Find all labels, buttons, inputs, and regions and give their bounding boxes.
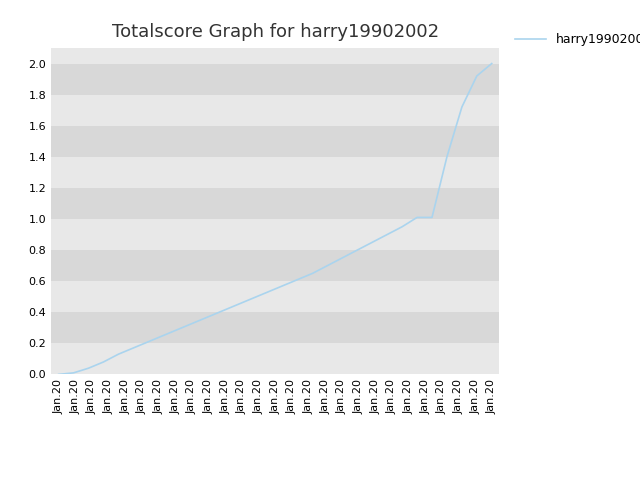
harry19902002	[159, 333, 167, 338]
Bar	[51, 188, 499, 219]
harry19902002	[339, 255, 346, 261]
harry19902002	[488, 60, 495, 66]
harry19902002	[294, 276, 301, 282]
harry19902002	[369, 240, 376, 245]
Title: Totalscore Graph for harry19902002: Totalscore Graph for harry19902002	[111, 23, 439, 41]
harry19902002	[428, 215, 436, 220]
Line: harry19902002: harry19902002	[59, 63, 492, 374]
harry19902002	[55, 372, 63, 377]
Bar	[51, 219, 499, 250]
harry19902002	[458, 104, 466, 110]
harry19902002	[100, 359, 108, 365]
Bar	[51, 250, 499, 281]
Bar	[51, 126, 499, 157]
harry19902002	[473, 73, 481, 79]
harry19902002	[308, 271, 316, 276]
harry19902002	[84, 365, 92, 371]
harry19902002	[189, 320, 197, 326]
harry19902002	[204, 314, 212, 320]
harry19902002	[115, 351, 122, 357]
harry19902002	[249, 295, 257, 301]
harry19902002	[264, 289, 271, 295]
Bar	[51, 281, 499, 312]
harry19902002	[383, 232, 391, 238]
harry19902002	[443, 154, 451, 160]
Bar	[51, 312, 499, 343]
harry19902002	[219, 308, 227, 313]
harry19902002	[413, 215, 421, 220]
Legend: harry19902002: harry19902002	[510, 28, 640, 51]
harry19902002	[353, 247, 361, 253]
Bar	[51, 48, 499, 63]
harry19902002	[129, 345, 137, 351]
harry19902002	[324, 263, 332, 268]
Bar	[51, 343, 499, 374]
harry19902002	[279, 283, 287, 288]
harry19902002	[174, 326, 182, 332]
harry19902002	[70, 370, 77, 376]
Bar	[51, 95, 499, 126]
harry19902002	[234, 301, 242, 307]
Bar	[51, 63, 499, 95]
harry19902002	[398, 224, 406, 229]
harry19902002	[145, 339, 152, 345]
Bar	[51, 157, 499, 188]
